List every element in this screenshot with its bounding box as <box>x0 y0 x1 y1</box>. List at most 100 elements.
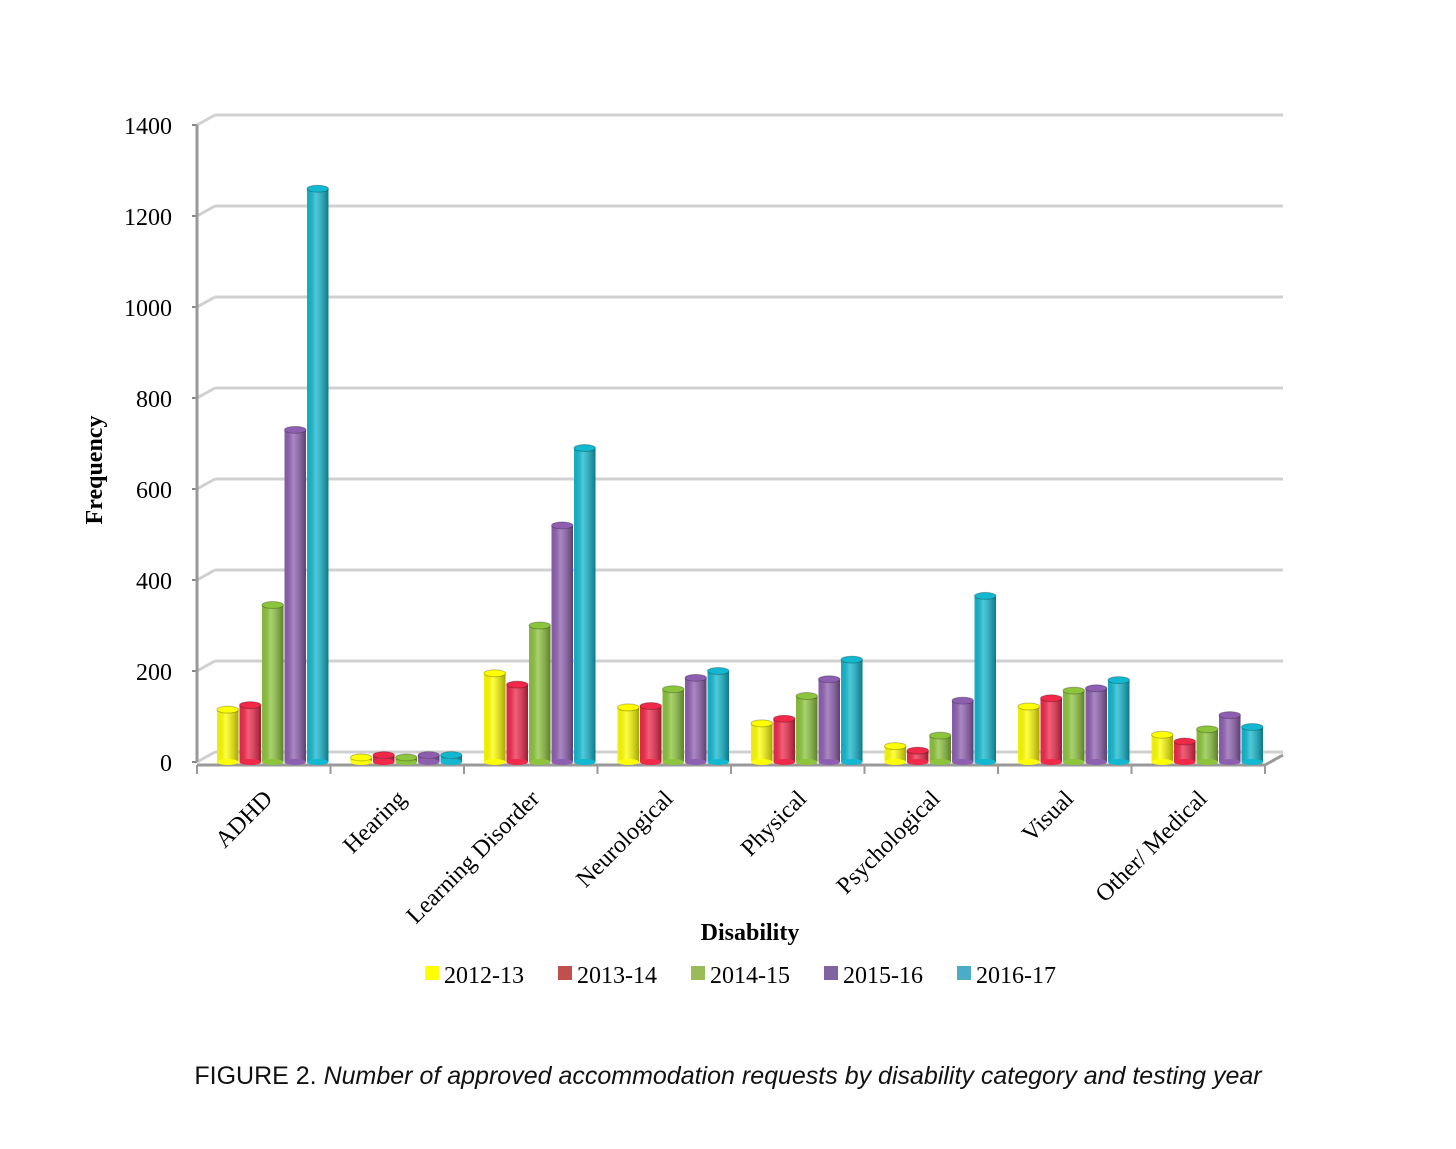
y-tick-label: 200 <box>136 660 172 686</box>
x-tick-label: Visual <box>1017 786 1079 848</box>
bar-base <box>529 759 551 765</box>
bar-top <box>417 751 440 760</box>
bar-top <box>1017 702 1040 711</box>
bar-top <box>840 655 863 664</box>
y-tick-label: 400 <box>136 569 172 595</box>
bar-shade <box>907 750 929 762</box>
bar-1-3 <box>417 751 440 765</box>
bar-top <box>1241 722 1264 731</box>
legend-swatch <box>558 966 572 980</box>
bar-base <box>418 759 440 765</box>
bar-6-0 <box>1017 702 1040 765</box>
bar-base <box>395 759 417 765</box>
bar-shade <box>662 689 684 762</box>
y-tick-label: 1200 <box>124 205 172 231</box>
bar-0-0 <box>216 705 239 765</box>
bar-base <box>1241 759 1263 765</box>
caption-label: FIGURE 2. <box>194 1062 317 1090</box>
legend-swatch <box>425 966 439 980</box>
x-tick-label: Physical <box>736 786 812 862</box>
legend: 2012-13 2013-14 2014-15 2015-16 2016-17 <box>425 963 1056 989</box>
bar-shade <box>1151 734 1173 762</box>
bar-top <box>818 675 841 684</box>
bar-1-2 <box>395 753 418 765</box>
bar-shade <box>307 188 329 762</box>
x-tick-label: Other/ Medical <box>1091 786 1213 908</box>
bar-top <box>617 703 640 712</box>
bars <box>216 184 1264 765</box>
gridline-side <box>196 477 216 491</box>
bar-base <box>1063 759 1085 765</box>
bar-top <box>1062 686 1085 695</box>
bar-top <box>306 184 329 193</box>
bar-shade <box>617 707 639 762</box>
y-tick-label: 800 <box>136 387 172 413</box>
bar-base <box>751 759 773 765</box>
bar-5-1 <box>906 746 929 765</box>
bar-base <box>1085 759 1107 765</box>
y-tick-label: 1400 <box>124 114 172 140</box>
bar-base <box>217 759 239 765</box>
bar-top <box>884 742 907 751</box>
legend-label: 2014-15 <box>710 963 790 989</box>
bar-2-2 <box>528 621 551 765</box>
bar-shade <box>1108 680 1130 762</box>
bar-base <box>440 759 462 765</box>
bar-top <box>440 751 463 760</box>
bar-3-2 <box>662 685 685 765</box>
x-axis-title: Disability <box>701 920 800 946</box>
bar-top <box>1218 711 1241 720</box>
y-tick-label: 600 <box>136 478 172 504</box>
bar-top <box>216 705 239 714</box>
bar-top <box>1151 730 1174 739</box>
bar-top <box>929 731 952 740</box>
bar-top <box>395 753 418 762</box>
bar-7-2 <box>1196 725 1219 765</box>
bar-base <box>551 759 573 765</box>
bar-3-1 <box>639 702 662 765</box>
bar-3-0 <box>617 703 640 765</box>
bar-shade <box>929 735 951 762</box>
bar-1-1 <box>372 751 395 765</box>
gridline-side <box>196 659 216 673</box>
bar-base <box>1018 759 1040 765</box>
x-axis-side <box>1264 753 1284 767</box>
bar-base <box>640 759 662 765</box>
bar-7-1 <box>1173 737 1196 765</box>
bar-base <box>773 759 795 765</box>
bar-top <box>372 751 395 760</box>
bar-5-0 <box>884 742 907 765</box>
bar-2-1 <box>506 680 529 765</box>
bar-base <box>307 759 329 765</box>
bar-top <box>1085 684 1108 693</box>
bar-top <box>350 753 373 762</box>
bar-top <box>662 685 685 694</box>
legend-label: 2016-17 <box>976 963 1056 989</box>
bar-top <box>707 667 730 675</box>
bar-shade <box>640 706 662 762</box>
bar-0-4 <box>306 184 329 765</box>
bar-base <box>239 759 261 765</box>
gridline-side <box>196 295 216 309</box>
bar-shade <box>685 677 707 762</box>
bar-top <box>951 696 974 705</box>
x-tick-label: ADHD <box>211 786 278 853</box>
bar-top <box>528 621 551 630</box>
bar-base <box>707 759 729 765</box>
bar-shade <box>884 746 906 762</box>
bar-shade <box>707 671 729 762</box>
gridline-side <box>196 204 216 218</box>
bar-shade <box>1040 698 1062 762</box>
bar-base <box>884 759 906 765</box>
y-tick-label: 0 <box>160 751 172 777</box>
bar-shade <box>239 705 261 762</box>
bar-shade <box>1063 690 1085 762</box>
legend-label: 2013-14 <box>577 963 657 989</box>
bar-shade <box>1174 741 1196 762</box>
bar-shade <box>1241 726 1263 762</box>
bar-base <box>952 759 974 765</box>
bar-0-3 <box>284 425 307 765</box>
bar-6-4 <box>1107 676 1130 765</box>
gridline-side <box>196 386 216 400</box>
